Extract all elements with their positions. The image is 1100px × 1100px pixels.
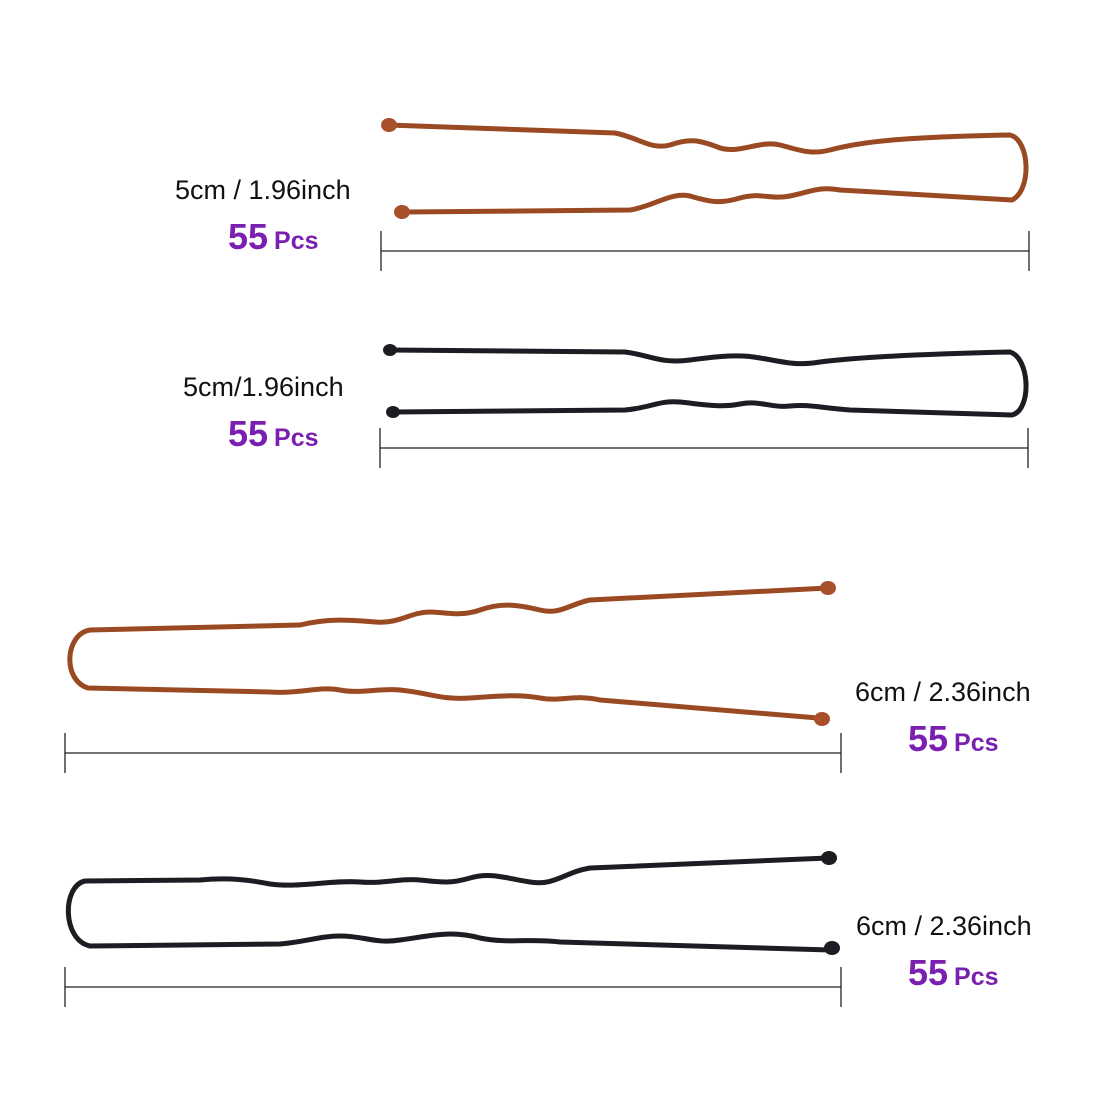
size-label: 5cm/1.96inch: [183, 372, 344, 402]
measure-line-1: [380, 231, 1030, 271]
hairpin-black-6cm: [65, 851, 840, 955]
hairpin-brown-5cm: [381, 118, 1029, 219]
size-label: 6cm / 2.36inch: [856, 911, 1032, 941]
quantity-label: 55 Pcs: [908, 952, 999, 993]
hairpin-brown-6cm: [67, 581, 836, 726]
measure-line-2: [379, 428, 1029, 468]
quantity-label: 55 Pcs: [228, 216, 319, 257]
hairpin-black-5cm: [383, 344, 1029, 418]
measure-line-3: [64, 733, 842, 773]
measure-line-4: [64, 967, 842, 1007]
size-label: 5cm / 1.96inch: [175, 175, 351, 205]
quantity-label: 55 Pcs: [908, 718, 999, 759]
size-label: 6cm / 2.36inch: [855, 677, 1031, 707]
quantity-label: 55 Pcs: [228, 413, 319, 454]
